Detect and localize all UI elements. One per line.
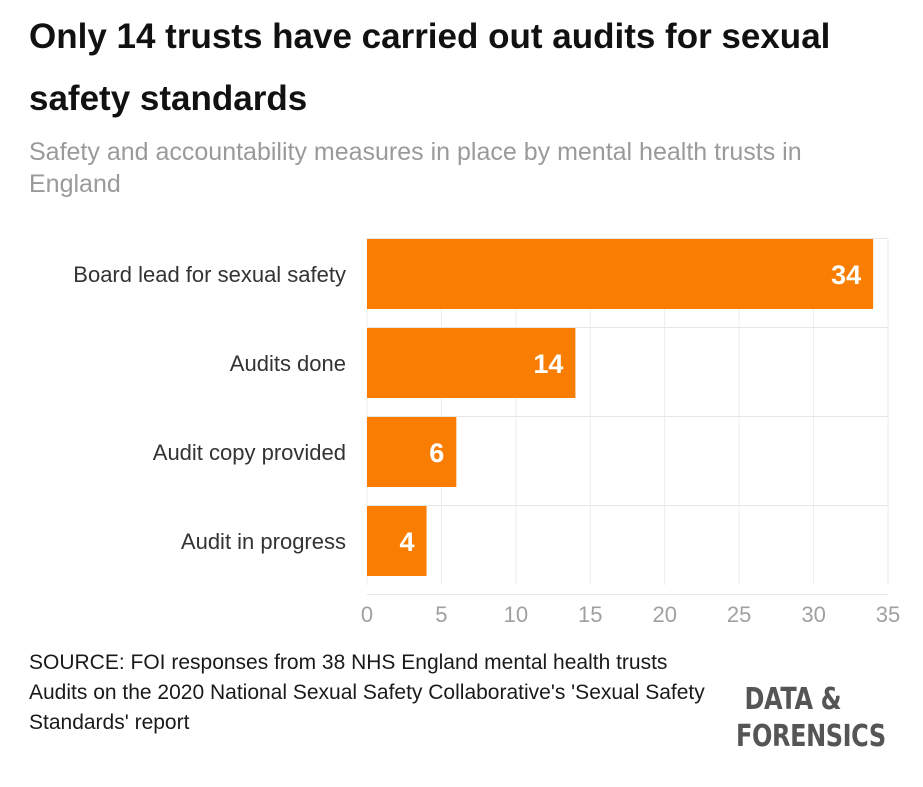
- brand-logo: DATA & FORENSICS: [736, 681, 886, 755]
- data-label: 34: [831, 260, 861, 290]
- source-note: SOURCE: FOI responses from 38 NHS Englan…: [29, 648, 709, 738]
- chart-title: Only 14 trusts have carried out audits f…: [29, 17, 831, 118]
- x-tick-label: 30: [801, 602, 825, 627]
- x-tick-label: 20: [652, 602, 676, 627]
- brand-line-2: FORENSICS: [736, 719, 886, 754]
- category-label: Audits done: [230, 351, 346, 376]
- data-label: 6: [429, 438, 444, 468]
- x-tick-label: 0: [361, 602, 373, 627]
- category-label: Board lead for sexual safety: [73, 262, 346, 287]
- x-tick-label: 10: [504, 602, 528, 627]
- source-line-1: SOURCE: FOI responses from 38 NHS Englan…: [29, 651, 668, 674]
- brand-line-1: DATA &: [744, 682, 842, 717]
- x-tick-label: 5: [435, 602, 447, 627]
- x-tick-label: 15: [578, 602, 602, 627]
- category-label: Audit in progress: [181, 529, 346, 554]
- data-label: 4: [400, 527, 415, 557]
- bar: [367, 417, 457, 487]
- x-tick-label: 35: [876, 602, 900, 627]
- bar: [367, 506, 427, 576]
- x-tick-label: 25: [727, 602, 751, 627]
- bar: [367, 328, 576, 398]
- category-label: Audit copy provided: [153, 440, 346, 465]
- data-label: 14: [533, 349, 563, 379]
- bar: [367, 239, 874, 309]
- chart-subtitle: Safety and accountability measures in pl…: [29, 138, 802, 198]
- source-line-2: Audits on the 2020 National Sexual Safet…: [29, 681, 705, 734]
